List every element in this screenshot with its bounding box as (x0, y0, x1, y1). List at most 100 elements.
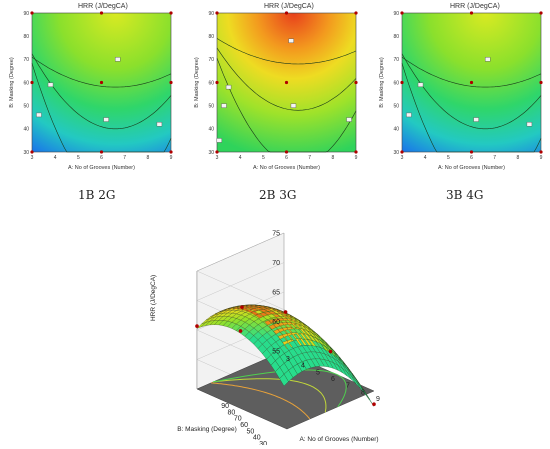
x-tick-label-4: 7 (308, 155, 311, 161)
y-tick-label-4: 70 (393, 57, 399, 63)
surface-point-5 (238, 329, 243, 333)
x-tick-label-1: 4 (239, 155, 242, 161)
y-tick-label-4: 70 (23, 57, 29, 63)
y-tick-label-4: 70 (208, 57, 214, 63)
panel-3-title: HRR (J/DegCA) (450, 3, 500, 10)
contour-panel-3: HRR (J/DegCA) 3 4 5 6 7 8 9 30 40 50 60 70 80 90 A: No… (370, 0, 550, 202)
contour-label-box-3 (156, 121, 163, 127)
panel-2-title: HRR (J/DegCA) (264, 3, 314, 10)
y-tick-label-6: 90 (208, 11, 214, 17)
design-point-5 (169, 80, 173, 85)
contour-label-box-3 (221, 103, 227, 108)
design-point-2 (354, 150, 358, 154)
contour-label-box-1 (115, 57, 121, 62)
a-tick-label-3: 6 (331, 376, 335, 383)
contour-label-box-4 (346, 117, 352, 122)
contour-label-box-0 (417, 82, 424, 88)
x-axis-label: A: No of Grooves (Number) (253, 165, 320, 171)
x-axis-label: A: No of Grooves (Number) (438, 165, 505, 171)
contour-label-box-4 (406, 112, 412, 118)
z-grid-4 (196, 232, 288, 312)
contour-label-box-2 (473, 117, 479, 122)
b-tick-label-3: 60 (240, 422, 248, 429)
x-axis-label: A: No of Grooves (Number) (68, 165, 135, 171)
x-tick-label-3: 6 (285, 155, 288, 161)
z-tick-label-4: 75 (272, 231, 280, 238)
x-tick-label-3: 6 (100, 155, 103, 161)
contour-plot-3: 3 4 5 6 7 8 9 30 40 50 60 70 80 90 A: No of Grooves (N… (379, 11, 543, 171)
x-tick-label-6: 9 (355, 155, 358, 161)
floor-contour-line-2 (212, 369, 347, 408)
contour-line-1 (401, 53, 542, 130)
z-tick-label-3: 70 (272, 260, 280, 267)
contour-panel-2: HRR (J/DegCA) 3 4 5 6 7 8 9 30 40 50 60 70 80 90 A: No… (185, 0, 365, 202)
design-point-2 (539, 150, 543, 154)
a-tick-label-6: 9 (376, 396, 380, 403)
x-tick-label-4: 7 (123, 155, 126, 161)
design-point-5 (354, 80, 358, 85)
contour-label-box-3 (526, 121, 533, 127)
b-axis-label: B: Masking (Degree) (177, 426, 237, 433)
design-point-6 (215, 11, 219, 15)
design-point-1 (469, 150, 474, 154)
a-tick-label-5: 8 (361, 389, 365, 396)
contour-line-1 (31, 53, 172, 130)
design-point-0 (400, 150, 404, 154)
contour-label-box-0 (225, 84, 232, 90)
y-tick-label-0: 30 (23, 150, 29, 156)
design-point-3 (30, 80, 34, 85)
x-tick-label-6: 9 (170, 155, 173, 161)
x-tick-label-2: 5 (262, 155, 265, 161)
y-tick-label-1: 40 (208, 127, 214, 133)
y-tick-label-1: 40 (23, 127, 29, 133)
design-point-4 (99, 80, 104, 85)
design-point-4 (469, 80, 474, 85)
x-tick-label-3: 6 (470, 155, 473, 161)
contour-label-box-2 (290, 103, 297, 108)
b-tick-label-0: 90 (221, 403, 229, 410)
y-tick-label-5: 80 (393, 34, 399, 40)
z-tick-label-0: 55 (272, 349, 280, 356)
surface-point-0 (195, 324, 199, 328)
contour-label-box-2 (103, 117, 109, 122)
contour-label-box-4 (36, 112, 42, 118)
y-tick-label-2: 50 (23, 103, 29, 109)
x-tick-label-4: 7 (493, 155, 496, 161)
design-point-7 (469, 11, 474, 15)
y-tick-label-0: 30 (393, 150, 399, 156)
x-tick-label-0: 3 (31, 155, 34, 161)
contour-line-0 (216, 38, 357, 65)
y-tick-label-0: 30 (208, 150, 214, 156)
z-grid-2 (196, 291, 288, 371)
x-tick-label-2: 5 (77, 155, 80, 161)
contour-line-0 (31, 56, 172, 88)
x-tick-label-0: 3 (401, 155, 404, 161)
panel-2-caption: 2B 3G (259, 188, 297, 202)
contour-plot-1: 3 4 5 6 7 8 9 30 40 50 60 70 80 90 A: No of Grooves (N… (9, 11, 173, 171)
y-tick-label-1: 40 (393, 127, 399, 133)
y-tick-label-3: 60 (393, 80, 399, 86)
panel-1-title: HRR (J/DegCA) (78, 3, 128, 10)
surface-mesh (196, 304, 375, 407)
panel-3-caption: 3B 4G (446, 188, 484, 202)
panel-1-caption: 1B 2G (78, 188, 116, 202)
contour-label-box-0 (47, 82, 54, 88)
a-tick-label-1: 4 (301, 363, 305, 370)
contour-label-box-1 (288, 38, 294, 43)
surface-point-1 (240, 305, 244, 309)
b-tick-label-6: 30 (259, 441, 267, 445)
y-tick-label-6: 90 (23, 11, 29, 17)
design-point-8 (169, 11, 173, 15)
contour-label-box-5 (216, 138, 223, 143)
x-tick-label-1: 4 (54, 155, 57, 161)
design-point-7 (99, 11, 104, 15)
contour-panel-1: HRR (J/DegCA) 3 4 5 6 7 8 9 30 40 50 60 70 80 90 A: No… (0, 0, 180, 202)
y-axis-label: B: Masking (Degree) (194, 57, 200, 108)
design-point-1 (284, 150, 289, 154)
z-tick-label-2: 65 (272, 290, 280, 297)
z-axis-label: HRR (J/DegCA) (150, 275, 157, 321)
a-tick-label-4: 7 (346, 383, 350, 390)
y-tick-label-3: 60 (208, 80, 214, 86)
y-axis-label: B: Masking (Degree) (379, 57, 385, 108)
